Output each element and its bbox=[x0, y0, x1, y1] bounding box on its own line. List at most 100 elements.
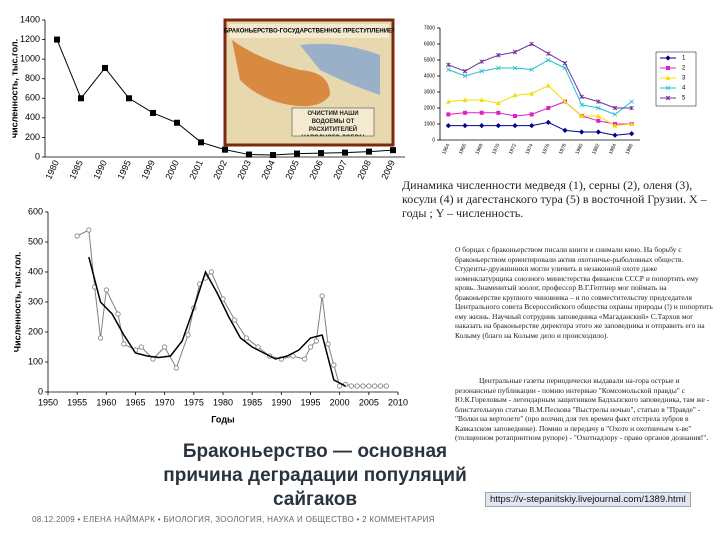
marker bbox=[102, 64, 108, 71]
x-tick-label: 2005 bbox=[359, 397, 379, 407]
x-tick-label: 2004 bbox=[259, 159, 277, 181]
x-tick-label: 1966 bbox=[458, 143, 468, 156]
marker bbox=[579, 113, 585, 118]
marker bbox=[529, 67, 534, 72]
marker bbox=[666, 66, 670, 70]
y-tick-label: 200 bbox=[25, 132, 40, 142]
marker bbox=[529, 112, 534, 117]
marker bbox=[545, 119, 551, 125]
marker bbox=[270, 152, 276, 159]
x-tick-label: 2009 bbox=[379, 159, 397, 181]
marker bbox=[529, 91, 535, 96]
series-line bbox=[76, 229, 387, 387]
marker bbox=[512, 123, 518, 129]
legend-label: 5 bbox=[682, 96, 686, 102]
marker bbox=[629, 105, 634, 111]
marker bbox=[174, 119, 180, 126]
marker bbox=[97, 335, 104, 341]
marker bbox=[512, 92, 518, 98]
x-tick-label: 1965 bbox=[125, 397, 145, 407]
y-tick-label: 800 bbox=[25, 73, 40, 83]
series-line bbox=[88, 256, 346, 387]
marker bbox=[479, 68, 484, 74]
marker bbox=[232, 317, 238, 323]
marker bbox=[495, 100, 501, 106]
y-tick-label: 5000 bbox=[424, 57, 435, 63]
marker bbox=[462, 73, 468, 79]
legend-box bbox=[655, 51, 697, 107]
paragraph: О борцах с браконьерством писали книги и… bbox=[455, 245, 713, 340]
marker bbox=[377, 383, 384, 389]
x-tick-label: 1990 bbox=[91, 159, 109, 181]
marker bbox=[665, 85, 671, 91]
marker bbox=[302, 356, 308, 362]
marker bbox=[479, 123, 485, 129]
y-tick-label: 6000 bbox=[424, 41, 435, 47]
marker bbox=[612, 112, 618, 117]
marker bbox=[462, 68, 468, 74]
marker bbox=[512, 49, 518, 55]
marker bbox=[596, 105, 601, 111]
x-tick-label: 1990 bbox=[271, 397, 291, 407]
marker bbox=[243, 335, 249, 341]
marker bbox=[665, 95, 671, 101]
legend-label: 2 bbox=[682, 66, 686, 72]
marker bbox=[318, 150, 324, 157]
x-tick-label: 1960 bbox=[96, 397, 116, 407]
marker bbox=[612, 123, 618, 128]
y-axis-label: Численность, тыс.гол. bbox=[12, 252, 22, 352]
x-tick-label: 1975 bbox=[184, 397, 204, 407]
marker bbox=[246, 151, 252, 158]
url-label: https://v-stepanitskiy.livejournal.com/1… bbox=[485, 492, 691, 507]
x-tick-label: 1995 bbox=[115, 159, 133, 181]
x-tick-label: 2006 bbox=[307, 159, 325, 181]
marker bbox=[446, 112, 451, 117]
marker bbox=[579, 94, 584, 100]
y-tick-label: 7000 bbox=[424, 25, 435, 31]
x-tick-label: 2000 bbox=[330, 397, 350, 407]
marker bbox=[629, 99, 634, 104]
marker bbox=[74, 233, 80, 239]
x-tick-label: 1970 bbox=[491, 143, 501, 156]
marker bbox=[629, 121, 635, 126]
y-tick-label: 300 bbox=[28, 296, 43, 306]
marker bbox=[319, 293, 325, 299]
x-tick-label: 2008 bbox=[355, 159, 373, 181]
marker bbox=[496, 65, 501, 71]
marker bbox=[496, 52, 501, 58]
poster-hand bbox=[232, 40, 330, 107]
x-tick-label: 2002 bbox=[211, 159, 229, 181]
byline: 08.12.2009 • ЕЛЕНА НАЙМАРК • БИОЛОГИЯ, З… bbox=[32, 515, 435, 524]
marker bbox=[665, 55, 671, 61]
marker bbox=[325, 341, 331, 347]
marker bbox=[612, 132, 618, 138]
y-tick-label: 100 bbox=[28, 356, 43, 366]
series-line bbox=[448, 121, 632, 136]
series-line bbox=[448, 101, 632, 125]
marker bbox=[462, 97, 468, 102]
x-tick-label: 1980 bbox=[213, 397, 233, 407]
y-tick-label: 400 bbox=[25, 112, 40, 122]
poster-slogan: ОЧИСТИМ НАШИ ВОДОЕМЫ ОТ РАСХИТИТЕЛЕЙ НАР… bbox=[301, 111, 364, 136]
y-tick-label: 2000 bbox=[424, 105, 435, 111]
marker bbox=[595, 129, 601, 135]
marker bbox=[115, 311, 121, 317]
y-tick-label: 3000 bbox=[424, 89, 435, 95]
marker bbox=[546, 106, 551, 110]
marker bbox=[562, 99, 568, 104]
x-tick-label: 2010 bbox=[388, 397, 408, 407]
marker bbox=[546, 57, 551, 63]
marker bbox=[383, 383, 389, 389]
marker bbox=[596, 99, 601, 104]
marker bbox=[185, 332, 191, 338]
marker bbox=[198, 139, 204, 146]
marker bbox=[529, 41, 534, 47]
x-tick-label: 1995 bbox=[300, 397, 320, 407]
y-axis-label: численность, тыс.гол. bbox=[9, 39, 19, 138]
marker bbox=[150, 109, 156, 116]
x-tick-label: 1955 bbox=[67, 397, 87, 407]
marker bbox=[513, 114, 517, 118]
marker bbox=[390, 147, 396, 154]
caption: Динамика численности медведя (1), серны … bbox=[402, 178, 707, 220]
marker bbox=[446, 67, 451, 72]
